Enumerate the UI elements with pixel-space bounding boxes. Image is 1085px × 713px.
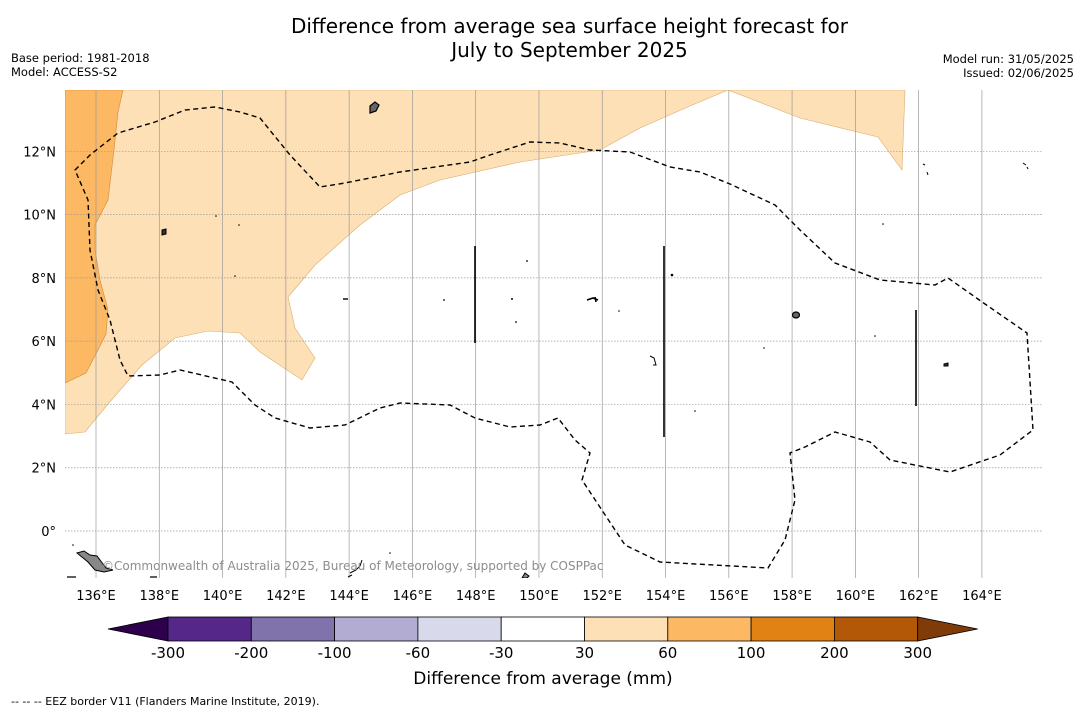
island [347,559,363,578]
colorbar-swatch [584,616,669,642]
colorbar-tick-label: -300 [151,644,185,662]
latitude-label: 6°N [32,335,57,350]
island [882,223,884,225]
colorbar-tick-label: -30 [489,644,514,662]
graticule [65,90,1043,578]
latitude-label: 0° [41,525,56,540]
colorbar-tick-label: -100 [318,644,352,662]
map-plot-area: ©Commonwealth of Australia 2025, Bureau … [23,90,1043,604]
island [526,260,528,262]
longitude-label: 140°E [203,589,243,604]
latitude-labels: 12°N 10°N 8°N 6°N 4°N 2°N 0° [23,145,56,540]
island [943,362,949,367]
island [791,311,801,319]
colorbar-tick-label: 100 [737,644,766,662]
island [618,310,620,312]
longitude-labels: 136°E 138°E 140°E 142°E 144°E 146°E 148°E 150°E… [76,589,1001,604]
colorbar-swatch [834,616,919,642]
island [874,335,876,337]
islands [67,101,1029,578]
longitude-label: 160°E [836,589,876,604]
longitude-label: 136°E [76,589,116,604]
longitude-label: 148°E [456,589,496,604]
model-text: Model: ACCESS-S2 [11,65,118,79]
island [215,215,217,217]
island [922,163,929,176]
island [72,544,74,546]
island [75,550,114,573]
longitude-label: 152°E [582,589,622,604]
colorbar-swatch [167,616,252,642]
title-line-1: Difference from average sea surface heig… [290,14,849,38]
colorbar-tick-label: 60 [658,644,677,662]
island [763,347,765,349]
model-run-text: Model run: 31/05/2025 [942,52,1074,66]
colorbar-tick-label: -60 [406,644,431,662]
island [161,228,167,236]
map-title: Difference from average sea surface heig… [0,14,1085,62]
island [443,299,445,301]
latitude-label: 2°N [32,462,57,477]
colorbar-tick-label: -200 [234,644,268,662]
island [649,355,657,366]
colorbar-swatch [750,616,835,642]
eez-vertical-segments [474,246,917,437]
longitude-label: 162°E [899,589,939,604]
eez-legend-note: -- -- -- EEZ border V11 (Flanders Marine… [11,695,320,708]
island [238,224,240,226]
island [369,101,380,114]
longitude-label: 138°E [140,589,180,604]
anomaly-region-60-100 [65,90,124,384]
longitude-label: 142°E [266,589,306,604]
longitude-label: 156°E [709,589,749,604]
anomaly-region-30-60 [65,90,906,435]
island [670,273,674,277]
meta-right: Model run: 31/05/2025 Issued: 02/06/2025 [943,52,1074,80]
longitude-label: 144°E [329,589,369,604]
latitude-label: 4°N [32,398,57,413]
credit-text: ©Commonwealth of Australia 2025, Bureau … [102,559,604,573]
island [694,410,696,412]
colorbar-swatch [667,616,752,642]
colorbar-title: Difference from average (mm) [413,669,672,689]
island [511,298,513,300]
title-line-2: July to September 2025 [451,38,688,62]
island [521,572,530,578]
longitude-label: 164°E [962,589,1002,604]
island [515,321,517,323]
longitude-label: 146°E [393,589,433,604]
base-period-text: Base period: 1981-2018 [11,51,150,65]
colorbar-swatch [334,616,419,642]
issued-text: Issued: 02/06/2025 [963,66,1074,80]
longitude-label: 154°E [646,589,686,604]
latitude-label: 10°N [23,209,56,224]
colorbar-under-extension [107,616,169,642]
colorbar: -300 -200 -100 -60 -30 30 60 100 200 300 Differen… [107,616,978,689]
island [586,296,599,303]
meta-left: Base period: 1981-2018 Model: ACCESS-S2 [11,51,150,79]
colorbar-over-extension [917,616,978,642]
latitude-label: 8°N [32,272,57,287]
eez-border [74,106,1034,569]
latitude-label: 12°N [23,145,56,160]
colorbar-swatch [500,616,585,642]
longitude-label: 150°E [519,589,559,604]
colorbar-swatch [417,616,502,642]
colorbar-swatch [250,616,336,642]
island [389,552,391,554]
longitude-label: 158°E [772,589,812,604]
island [1022,162,1029,170]
colorbar-tick-label: 30 [575,644,594,662]
island [234,275,236,277]
colorbar-tick-label: 200 [820,644,849,662]
colorbar-tick-label: 300 [903,644,932,662]
